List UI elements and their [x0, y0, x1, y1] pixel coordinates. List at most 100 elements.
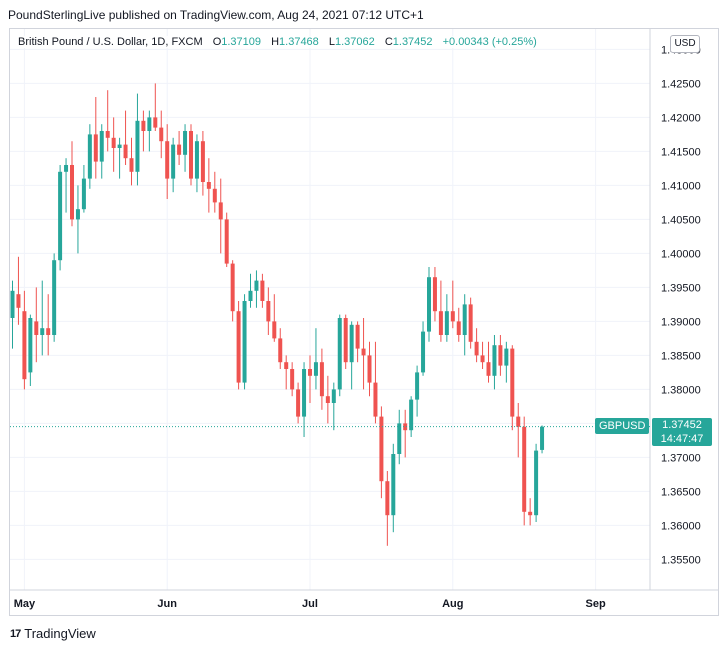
candle — [337, 314, 342, 397]
candle-body — [105, 131, 110, 138]
price-tick-label: 1.36000 — [661, 520, 701, 532]
candle — [75, 185, 80, 254]
candle — [319, 348, 324, 410]
candle — [93, 97, 98, 179]
price-axis: 1.430001.425001.420001.415001.410001.405… — [661, 44, 701, 566]
bar-countdown: 14:47:47 — [660, 433, 704, 445]
grid-lines — [10, 29, 650, 590]
candle — [153, 83, 158, 131]
candle-body — [22, 311, 27, 380]
candle-body — [254, 280, 259, 291]
candle — [284, 355, 289, 390]
candle-body — [343, 318, 348, 363]
candle — [510, 345, 515, 431]
candle — [308, 355, 312, 403]
open-label: O — [212, 36, 222, 48]
candle-body — [28, 318, 33, 373]
candle — [159, 110, 164, 159]
candle — [313, 328, 318, 390]
candle-body — [456, 321, 461, 335]
candle — [385, 471, 390, 546]
candle — [456, 307, 461, 342]
candle — [432, 267, 437, 322]
candle-body — [540, 426, 545, 450]
candle — [534, 443, 539, 522]
candle — [10, 280, 15, 349]
candle — [224, 212, 229, 267]
candle-body — [135, 120, 140, 172]
candle — [278, 328, 283, 369]
candle — [272, 294, 277, 342]
price-tick-label: 1.41500 — [661, 146, 701, 158]
candle-body — [337, 318, 342, 390]
candle-body — [504, 348, 509, 366]
candle-body — [165, 141, 170, 179]
candle — [349, 321, 354, 390]
candle — [266, 287, 271, 335]
candle — [58, 165, 63, 271]
candle — [99, 124, 104, 179]
candle-body — [141, 120, 146, 131]
candle-body — [427, 277, 431, 332]
candle-body — [272, 321, 277, 339]
candle-body — [236, 311, 241, 383]
candle — [540, 425, 545, 454]
candle — [189, 124, 193, 186]
candle — [70, 141, 74, 227]
candle-body — [206, 182, 211, 189]
candle — [498, 335, 503, 376]
candle — [254, 270, 259, 308]
candle — [123, 110, 128, 165]
candle — [290, 362, 295, 397]
price-tick-label: 1.39000 — [661, 316, 701, 328]
currency-button[interactable]: USD — [670, 35, 700, 53]
candle-body — [474, 341, 479, 356]
candle-body — [480, 355, 485, 363]
price-tick-label: 1.38500 — [661, 350, 701, 362]
candle — [528, 498, 533, 526]
candle-body — [296, 389, 301, 417]
candle — [516, 403, 521, 458]
candle — [230, 260, 235, 322]
candle-body — [432, 277, 437, 312]
candle-body — [510, 348, 515, 417]
close-value: 1.37452 — [392, 36, 433, 48]
candle — [87, 124, 92, 189]
candle — [355, 321, 360, 363]
candle-body — [421, 331, 426, 373]
candle — [397, 409, 402, 465]
candle-body — [159, 127, 164, 142]
candle-body — [319, 362, 324, 397]
candle — [427, 267, 431, 342]
candle — [218, 178, 223, 254]
candle-body — [99, 131, 104, 162]
candle-body — [171, 144, 176, 179]
candle-body — [325, 396, 330, 403]
candle-body — [230, 263, 235, 312]
price-tick-label: 1.42000 — [661, 112, 701, 124]
candle-body — [64, 165, 69, 172]
candle — [236, 301, 241, 390]
candle-body — [385, 481, 390, 516]
brand-name: TradingView — [24, 626, 96, 641]
candle-body — [147, 117, 152, 131]
candle — [504, 341, 509, 383]
candle — [117, 137, 122, 179]
candle — [415, 365, 420, 417]
candle — [183, 124, 188, 172]
candle — [171, 137, 176, 193]
footer-brand[interactable]: 17 TradingView — [10, 626, 96, 641]
time-tick-label: Aug — [442, 598, 463, 610]
candle-body — [516, 416, 521, 427]
candle-body — [492, 345, 497, 376]
candle-body — [58, 171, 63, 261]
candle — [194, 134, 199, 193]
price-tick-label: 1.39500 — [661, 282, 701, 294]
candle — [444, 294, 449, 342]
candle — [409, 396, 414, 437]
candle-body — [70, 165, 74, 220]
candle-body — [361, 348, 366, 356]
candle — [81, 165, 86, 213]
candle-body — [415, 372, 420, 400]
